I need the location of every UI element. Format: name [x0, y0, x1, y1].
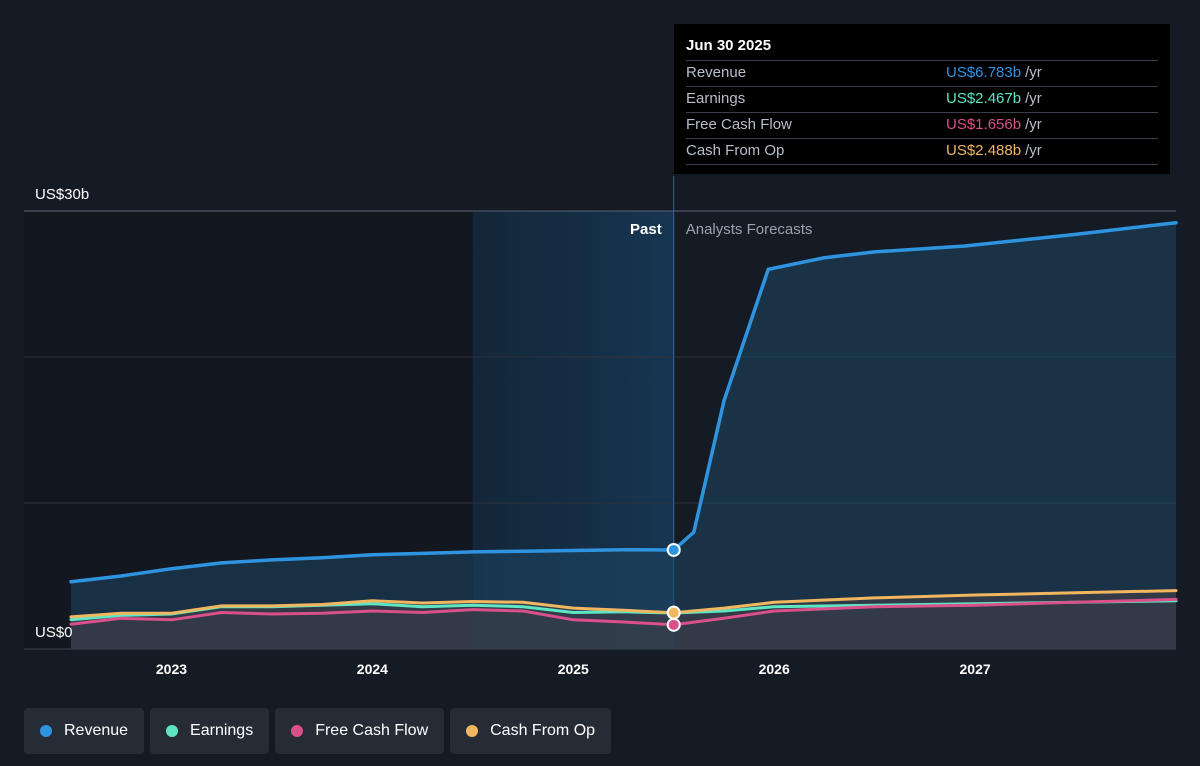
x-tick-label: 2026	[759, 661, 790, 677]
forecast-label: Analysts Forecasts	[686, 221, 813, 238]
x-tick-label: 2025	[558, 661, 589, 677]
tooltip-unit: /yr	[1025, 90, 1042, 107]
tooltip-label: Cash From Op	[686, 142, 785, 159]
tooltip-row-revenue: Revenue US$6.783b /yr	[686, 60, 1158, 86]
legend-dot-icon	[166, 725, 179, 737]
legend-dot-icon	[291, 725, 304, 737]
tooltip-date: Jun 30 2025	[686, 37, 772, 54]
marker-revenue	[666, 542, 681, 557]
tooltip-value: US$2.467b	[946, 90, 1022, 107]
past-label: Past	[630, 221, 662, 238]
tooltip-value: US$6.783b	[946, 64, 1022, 81]
marker-free-cash-flow	[666, 617, 681, 632]
chart-legend: Revenue Earnings Free Cash Flow Cash Fro…	[24, 708, 612, 754]
series-line-revenue	[69, 220, 1178, 584]
tooltip-value: US$1.656b	[946, 116, 1022, 133]
legend-label: Revenue	[64, 722, 129, 739]
legend-item-free-cash-flow[interactable]: Free Cash Flow	[275, 708, 445, 754]
x-tick-label: 2023	[156, 661, 187, 677]
legend-item-cash-from-op[interactable]: Cash From Op	[450, 708, 612, 754]
legend-label: Earnings	[190, 722, 254, 739]
x-tick-label: 2027	[960, 661, 991, 677]
tooltip-value: US$2.488b	[946, 142, 1022, 159]
legend-label: Free Cash Flow	[315, 722, 429, 739]
tooltip-row-earnings: Earnings US$2.467b /yr	[686, 86, 1158, 112]
legend-dot-icon	[40, 725, 52, 737]
y-axis-top-label: US$30b	[35, 186, 89, 203]
tooltip-label: Earnings	[686, 90, 746, 107]
tooltip-unit: /yr	[1025, 116, 1042, 133]
tooltip-label: Free Cash Flow	[686, 116, 792, 133]
tooltip-unit: /yr	[1025, 142, 1042, 159]
tooltip-row-cash-from-op: Cash From Op US$2.488b /yr	[686, 138, 1158, 165]
legend-label: Cash From Op	[490, 722, 596, 739]
tooltip-unit: /yr	[1025, 64, 1042, 81]
revenue-area	[71, 222, 1176, 649]
legend-dot-icon	[466, 725, 479, 737]
series-line-free-cash-flow	[69, 597, 1178, 627]
tooltip-row-free-cash-flow: Free Cash Flow US$1.656b /yr	[686, 112, 1158, 138]
series-line-cash-from-op	[69, 589, 1178, 619]
legend-item-earnings[interactable]: Earnings	[150, 708, 270, 754]
legend-item-revenue[interactable]: Revenue	[24, 708, 145, 754]
tooltip-label: Revenue	[686, 64, 747, 81]
y-axis-bottom-label: US$0	[35, 624, 73, 641]
x-tick-label: 2024	[357, 661, 388, 677]
tooltip-panel: Jun 30 2025 Revenue US$6.783b /yr Earnin…	[674, 24, 1170, 174]
marker-cash-from-op	[666, 605, 681, 620]
